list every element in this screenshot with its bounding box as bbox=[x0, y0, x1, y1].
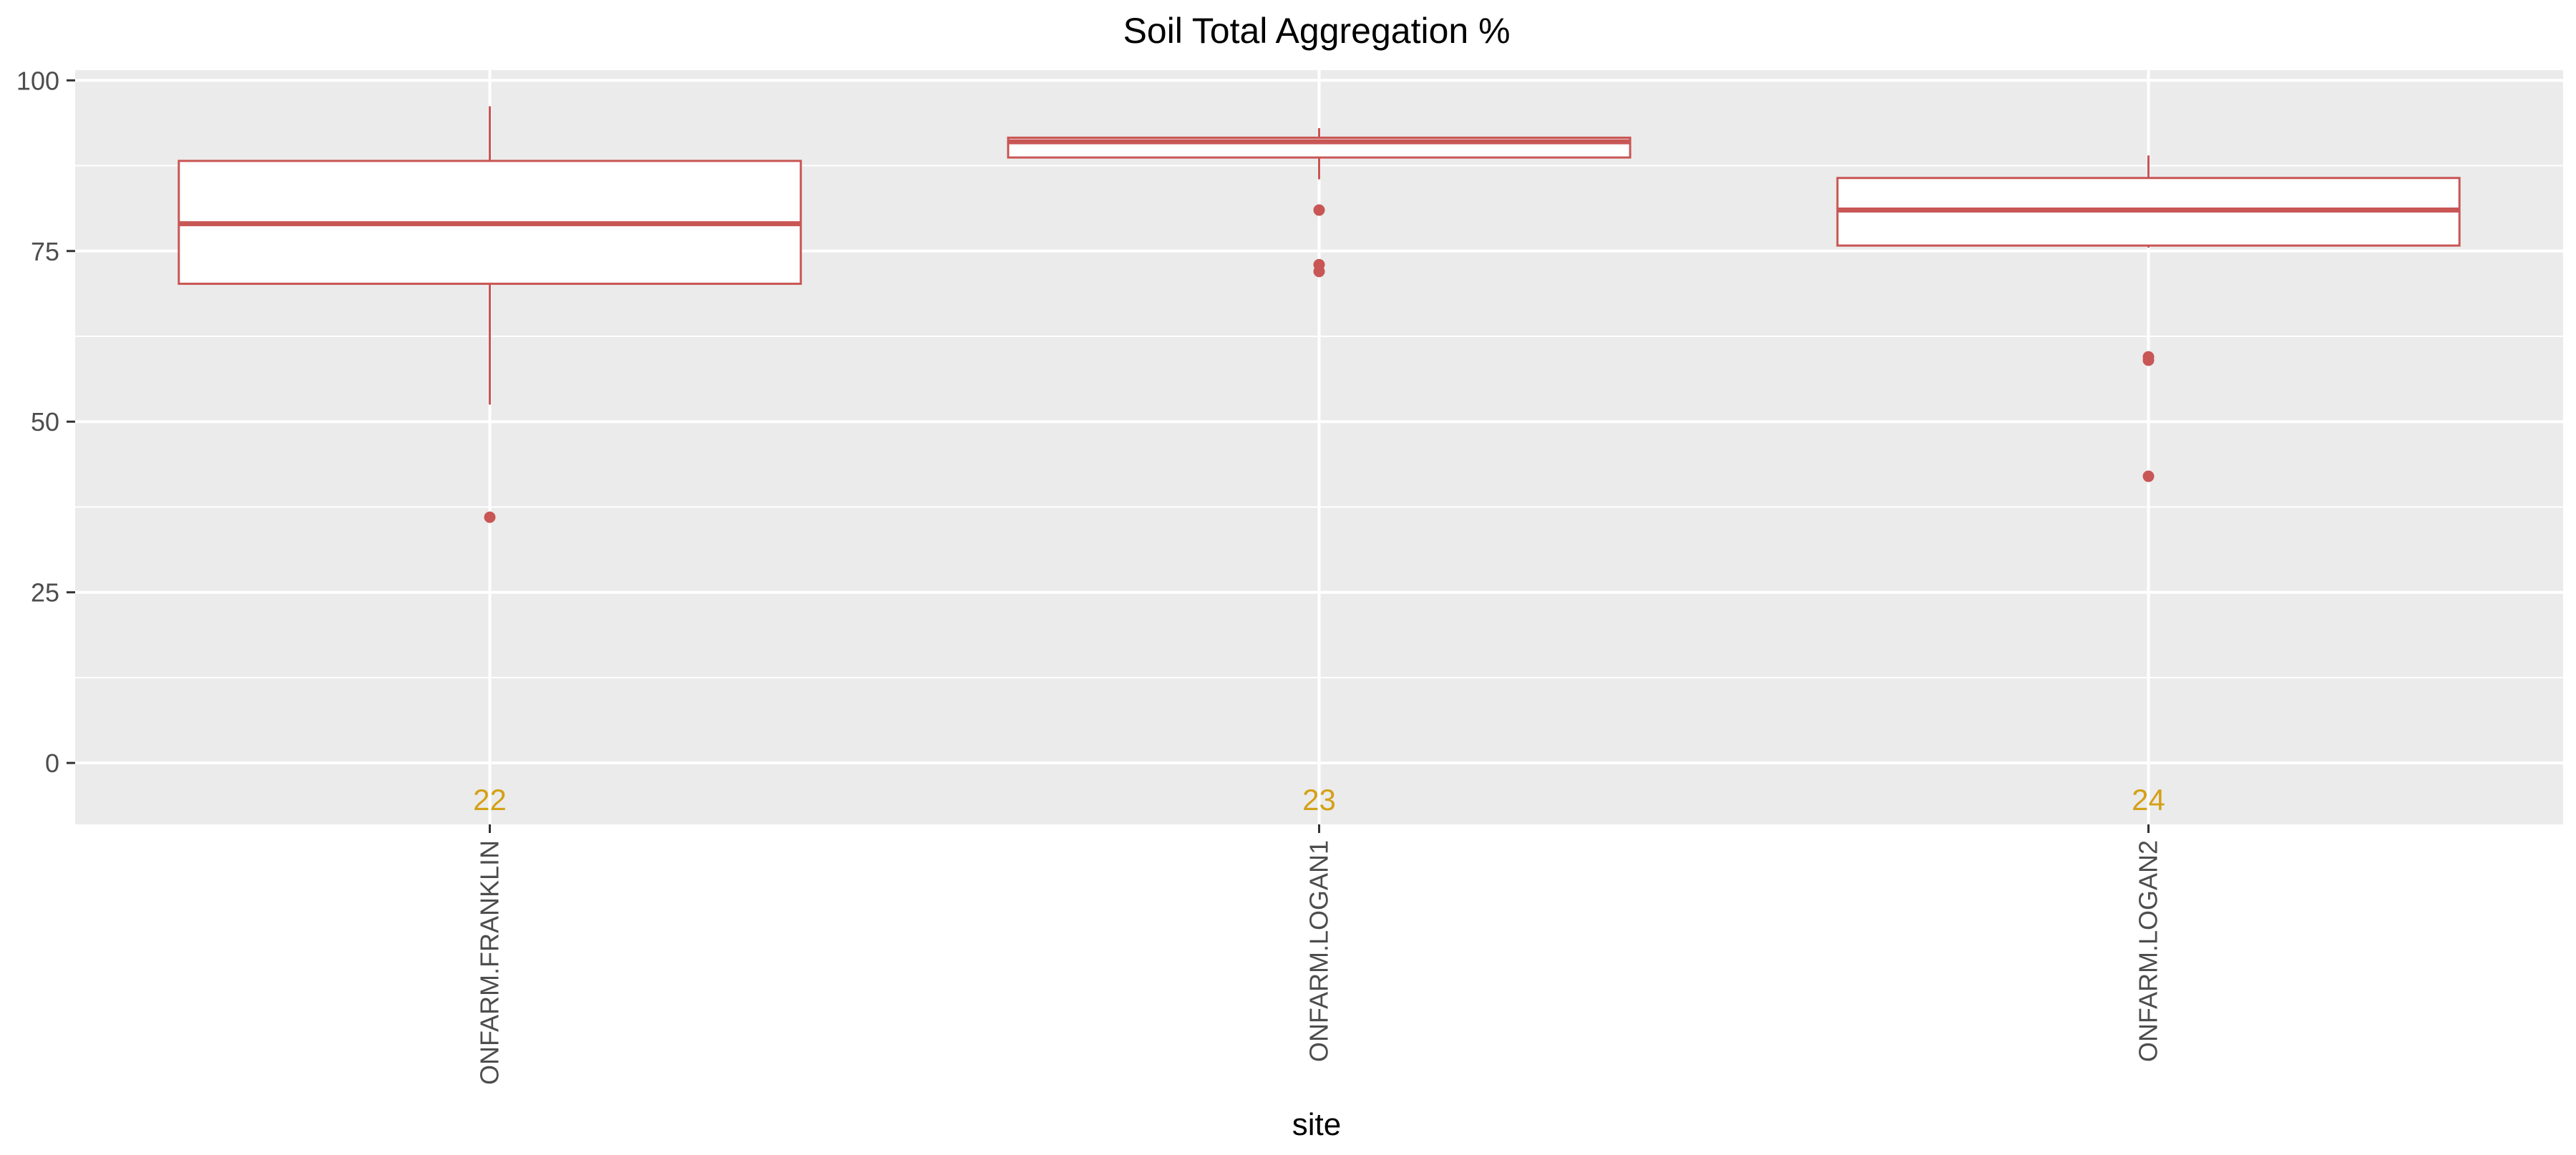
y-tick-label: 100 bbox=[16, 66, 59, 95]
count-labels: 22 23 24 bbox=[473, 783, 2165, 817]
y-tick-label: 50 bbox=[31, 407, 59, 437]
y-axis: 0 25 50 75 100 bbox=[16, 66, 75, 778]
y-tick-label: 0 bbox=[45, 749, 59, 778]
box-series bbox=[177, 106, 2461, 523]
x-axis-title: site bbox=[1292, 1107, 1341, 1142]
box-group bbox=[1007, 128, 1631, 278]
chart-title: Soil Total Aggregation % bbox=[1123, 11, 1510, 51]
y-tick-label: 75 bbox=[31, 237, 59, 266]
count-label: 24 bbox=[2132, 783, 2165, 817]
outlier-point bbox=[2142, 354, 2155, 366]
count-label: 22 bbox=[473, 783, 507, 817]
outlier-point bbox=[1313, 204, 1325, 216]
box-group bbox=[1836, 155, 2461, 482]
outlier-point bbox=[1313, 265, 1325, 278]
outlier-point bbox=[2142, 470, 2155, 482]
count-label: 23 bbox=[1302, 783, 1336, 817]
box-group bbox=[177, 106, 802, 523]
x-axis: ONFARM.FRANKLIN ONFARM.LOGAN1 ONFARM.LOGAN… bbox=[475, 824, 2163, 1085]
x-tick-label: ONFARM.LOGAN1 bbox=[1304, 840, 1334, 1062]
x-tick-label: ONFARM.LOGAN2 bbox=[2134, 840, 2163, 1062]
y-tick-label: 25 bbox=[31, 578, 59, 608]
x-tick-label: ONFARM.FRANKLIN bbox=[475, 840, 504, 1085]
outlier-point bbox=[484, 511, 496, 523]
